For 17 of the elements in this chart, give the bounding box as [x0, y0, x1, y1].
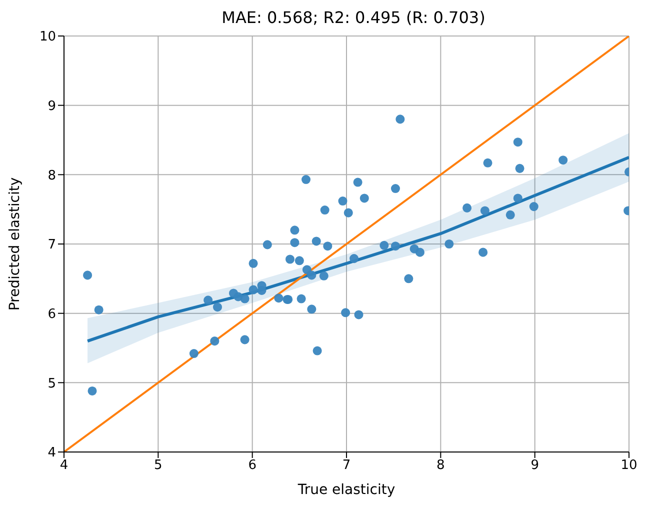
x-axis-title: True elasticity — [296, 482, 396, 498]
y-tick-label: 8 — [48, 168, 56, 184]
x-tick-label: 5 — [154, 458, 162, 474]
y-tick-label: 6 — [48, 306, 56, 322]
y-tick-label: 7 — [48, 238, 56, 253]
y-tick-label: 10 — [39, 30, 56, 45]
x-tick-label: 6 — [248, 458, 256, 474]
x-tick-label: 8 — [436, 458, 445, 474]
chart-title: MAE: 0.568; R2: 0.495 (R: 0.703) — [220, 8, 486, 27]
y-tick-label: 5 — [48, 376, 56, 392]
y-tick-label: 9 — [48, 98, 56, 114]
x-tick-label: 4 — [60, 458, 68, 474]
x-tick-label: 9 — [530, 458, 539, 474]
x-tick-label: 10 — [620, 458, 638, 474]
y-tick-label: 4 — [48, 446, 56, 461]
x-tick-label: 7 — [342, 458, 351, 474]
y-axis-title: Predicted elasticity — [6, 177, 23, 311]
